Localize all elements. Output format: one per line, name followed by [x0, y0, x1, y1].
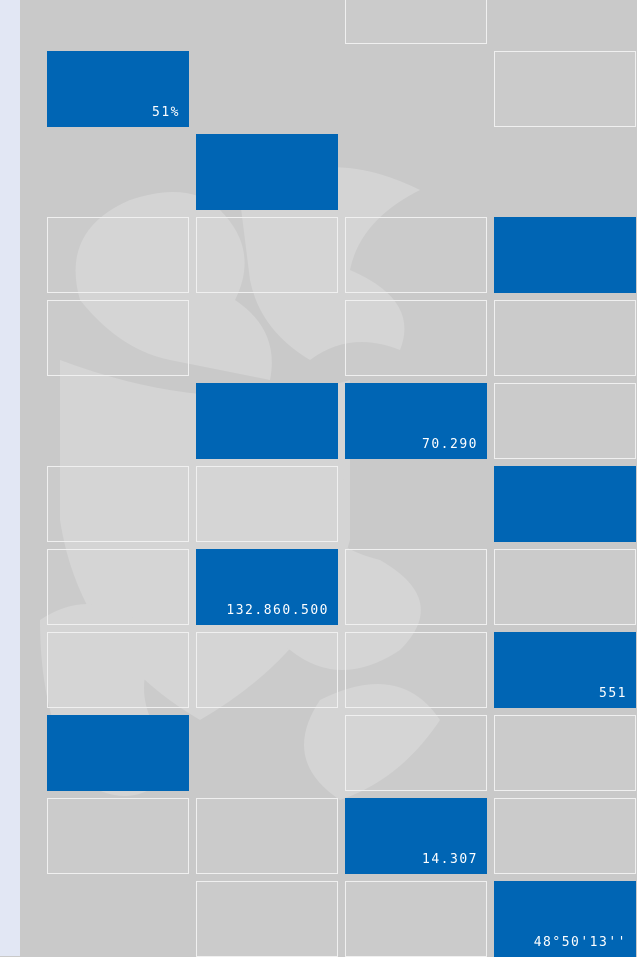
outline-tile	[196, 217, 338, 293]
outline-tile	[345, 0, 487, 44]
blue-tile	[494, 466, 636, 542]
outline-tile	[494, 549, 636, 625]
outline-tile	[494, 383, 636, 459]
outline-tile	[345, 549, 487, 625]
blue-tile: 70.290	[345, 383, 487, 459]
page: 51%70.290132.860.50055114.30748°50'13'' …	[0, 0, 637, 956]
outline-tile	[47, 549, 189, 625]
outline-tile	[196, 632, 338, 708]
outline-tile	[345, 715, 487, 791]
outline-tile	[345, 217, 487, 293]
blue-tile	[196, 134, 338, 210]
blue-tile: 132.860.500	[196, 549, 338, 625]
tile-label: 70.290	[422, 437, 478, 452]
blue-tile: 48°50'13''	[494, 881, 636, 957]
blue-tile	[196, 383, 338, 459]
outline-tile	[494, 300, 636, 376]
tile-label: 48°50'13''	[534, 935, 627, 950]
tile-label: 551	[599, 686, 627, 701]
outline-tile	[196, 798, 338, 874]
outline-tile	[47, 798, 189, 874]
outline-tile	[345, 632, 487, 708]
tile-label: 14.307	[422, 852, 478, 867]
outline-tile	[47, 466, 189, 542]
blue-tile: 551	[494, 632, 636, 708]
blue-tile: 14.307	[345, 798, 487, 874]
outline-tile	[494, 715, 636, 791]
outline-tile	[47, 217, 189, 293]
blue-tile	[494, 217, 636, 293]
tile-label: 132.860.500	[226, 603, 329, 618]
outline-tile	[47, 300, 189, 376]
outline-tile	[47, 632, 189, 708]
outline-tile	[494, 798, 636, 874]
outline-tile	[494, 51, 636, 127]
side-strip	[0, 0, 20, 956]
blue-tile	[47, 715, 189, 791]
outline-tile	[345, 881, 487, 957]
tile-label: 51%	[152, 105, 180, 120]
outline-tile	[196, 881, 338, 957]
outline-tile	[196, 466, 338, 542]
outline-tile	[345, 300, 487, 376]
blue-tile: 51%	[47, 51, 189, 127]
